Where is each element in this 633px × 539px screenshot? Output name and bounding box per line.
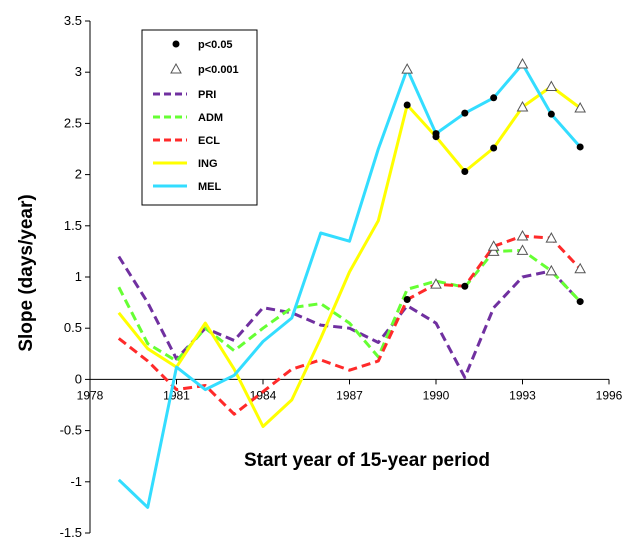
marker-p05-pri	[576, 298, 584, 306]
marker-p001-mel	[401, 63, 414, 74]
x-tick-label: 1993	[509, 388, 536, 402]
legend-label: p<0.05	[198, 39, 233, 51]
marker-p05-ing	[461, 168, 469, 176]
marker-p05-ing	[403, 101, 411, 109]
marker-p001-ing	[516, 100, 529, 112]
y-tick-label: 2	[75, 167, 82, 182]
series-layer	[117, 62, 582, 509]
legend-label: p<0.001	[198, 64, 239, 76]
y-tick-label: -1	[70, 474, 82, 489]
y-tick-label: 2.5	[64, 115, 82, 130]
series-line-adm	[117, 248, 582, 363]
x-tick-label: 1987	[336, 388, 363, 402]
marker-p05-ecl	[461, 282, 469, 290]
marker-p001-ecl	[516, 230, 529, 241]
marker-p001-ecl	[430, 278, 442, 289]
marker-p05-ing	[490, 144, 498, 152]
legend-label: ING	[198, 158, 218, 170]
legend-label: MEL	[198, 181, 222, 193]
marker-p001-adm	[516, 244, 529, 255]
marker-p001-ing	[574, 102, 587, 113]
y-tick-label: 1	[75, 269, 82, 284]
series-line-ecl	[117, 234, 582, 416]
marker-p05-mel	[490, 94, 498, 102]
marker-p001-ecl	[545, 232, 558, 243]
marker-p001-ing	[545, 80, 558, 92]
y-tick-label: 0.5	[64, 320, 82, 335]
marker-p05-mel	[576, 143, 584, 151]
y-tick-label: 1.5	[64, 218, 82, 233]
marker-p001-ecl	[487, 240, 500, 251]
marker-layer	[401, 57, 587, 306]
x-tick-label: 1996	[596, 388, 623, 402]
marker-p05-mel	[432, 130, 440, 138]
legend-symbol-p05	[172, 40, 180, 48]
marker-p05-mel	[461, 109, 469, 117]
y-tick-label: 3	[75, 64, 82, 79]
y-tick-label: 0	[75, 371, 82, 386]
legend-label: ECL	[198, 135, 220, 147]
x-axis-title: Start year of 15-year period	[244, 450, 490, 471]
legend-box	[141, 29, 258, 206]
marker-p05-ecl	[403, 296, 411, 304]
y-axis: -1.5 -1 -0.5 0 0.5 1 1.5 2 2.5 3 3.5	[60, 13, 90, 539]
marker-p001-ecl	[574, 262, 587, 274]
x-tick-label: 1984	[250, 388, 277, 402]
marker-p05-mel	[547, 110, 555, 118]
legend-symbol-p001	[170, 62, 182, 74]
series-line-ing	[117, 85, 582, 428]
y-axis-title: Slope (days/year)	[16, 194, 37, 351]
marker-p001-adm	[487, 245, 500, 256]
y-tick-label: 3.5	[64, 13, 82, 28]
marker-p001-mel	[516, 57, 529, 69]
series-line-mel	[117, 62, 582, 509]
x-tick-label: 1990	[423, 388, 450, 402]
legend-label: PRI	[198, 89, 216, 101]
legend: p<0.05 p<0.001 PRI ADM ECL ING MEL	[141, 29, 258, 206]
marker-p001-pri	[545, 264, 558, 276]
legend-label: ADM	[198, 112, 223, 124]
y-tick-label: -0.5	[60, 423, 82, 438]
x-axis: 1978 1981 1984 1987 1990 1993 1996	[77, 379, 623, 402]
y-tick-label: -1.5	[60, 525, 82, 539]
